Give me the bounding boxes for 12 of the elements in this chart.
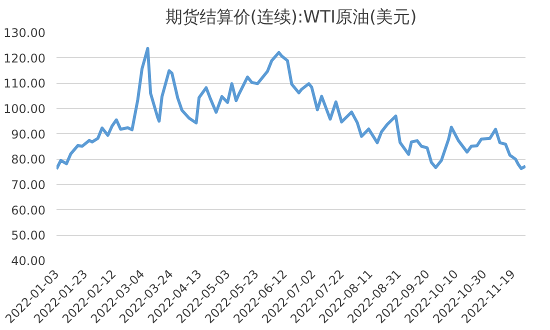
y-tick-label: 110.00	[4, 76, 46, 91]
y-tick-label: 100.00	[4, 102, 46, 116]
y-tick-label: 50.00	[11, 228, 46, 243]
y-tick-label: 120.00	[4, 51, 46, 66]
y-tick-label: 40.00	[11, 254, 46, 268]
y-tick-label: 90.00	[11, 127, 46, 142]
line-series	[56, 46, 526, 171]
y-tick-label: 80.00	[11, 152, 46, 167]
y-tick-label: 130.00	[4, 26, 46, 40]
chart-title: 期货结算价(连续):WTI原油(美元)	[165, 8, 417, 28]
y-tick-label: 60.00	[11, 203, 46, 218]
y-tick-label: 70.00	[11, 178, 46, 192]
